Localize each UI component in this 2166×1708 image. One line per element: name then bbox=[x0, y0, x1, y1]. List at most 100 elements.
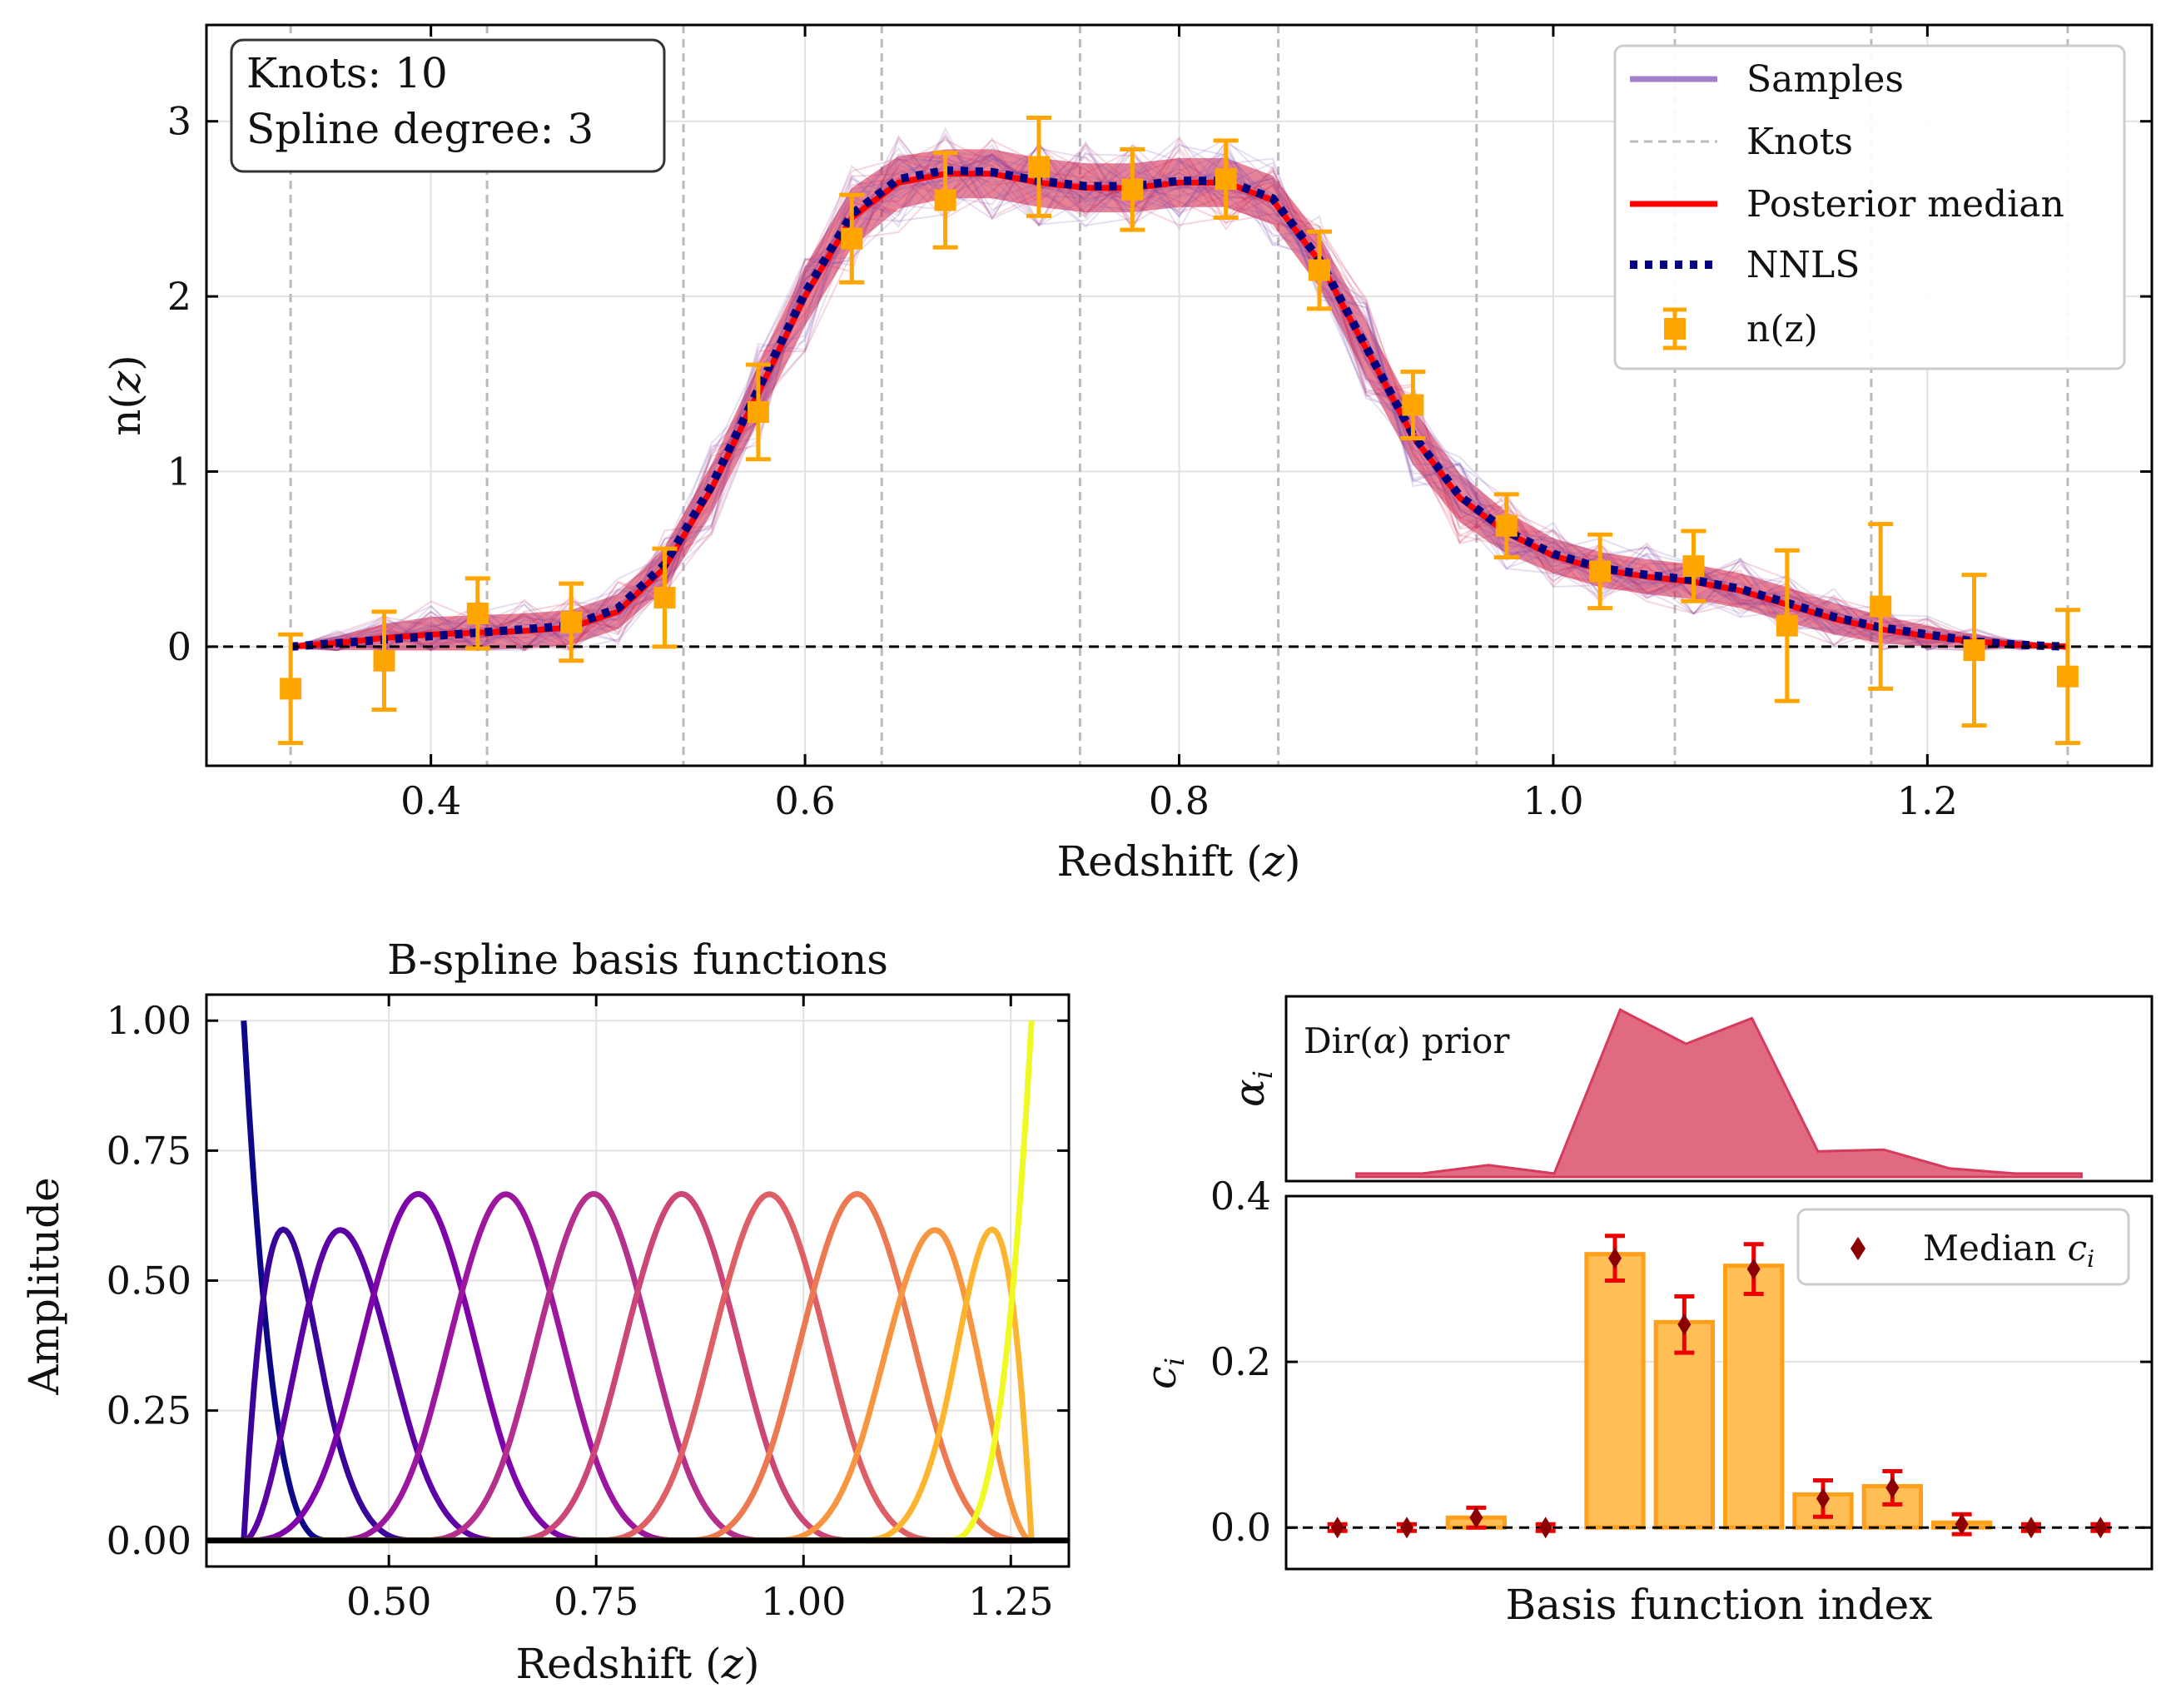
nz-data-marker bbox=[841, 227, 863, 250]
nz-sample-curve bbox=[290, 149, 2068, 652]
nz-sample-curve bbox=[290, 147, 2069, 652]
nz-sample-curve bbox=[290, 142, 2069, 651]
basis-curve bbox=[243, 1227, 1033, 1544]
coef-bar bbox=[1584, 1252, 1646, 1530]
basis-curve bbox=[243, 1226, 1035, 1544]
nz-xtick-label: 1.0 bbox=[1523, 778, 1583, 823]
coef-legend-marker bbox=[1851, 1237, 1865, 1260]
nz-ytick-label: 3 bbox=[167, 99, 191, 144]
basis-ytick-label: 0.00 bbox=[107, 1518, 191, 1563]
nz-data-marker bbox=[466, 602, 489, 624]
coef-median-marker bbox=[1469, 1507, 1483, 1529]
coef-median-marker bbox=[1400, 1517, 1413, 1539]
nz-sample-curve bbox=[290, 145, 2068, 652]
basis-xtick-label: 0.75 bbox=[554, 1579, 638, 1624]
nz-legend: Samples Knots Posterior median NNLS n(z) bbox=[1613, 44, 2126, 370]
nz-ytick-label: 0 bbox=[167, 624, 191, 669]
basis-curve bbox=[243, 1190, 1032, 1544]
coef-median bbox=[1951, 1512, 1972, 1537]
prior-annotation: Dir(α) prior bbox=[1304, 1020, 1510, 1061]
basis-curve bbox=[243, 1191, 1032, 1544]
nz-data-point bbox=[464, 576, 490, 651]
nz-data-point bbox=[1587, 532, 1613, 611]
coef-median bbox=[1743, 1242, 1764, 1296]
legend-samples-label: Samples bbox=[1746, 58, 1904, 101]
coef-median-markers bbox=[1327, 1234, 2111, 1539]
coef-bar bbox=[1653, 1319, 1715, 1530]
basis-title: B-spline basis functions bbox=[387, 936, 888, 984]
nz-data-point bbox=[1026, 116, 1051, 218]
coef-median-marker bbox=[1955, 1513, 1969, 1536]
coef-median bbox=[1327, 1517, 1348, 1539]
basis-curve bbox=[242, 1227, 1032, 1544]
coef-ytick-label: 0.4 bbox=[1210, 1174, 1271, 1219]
basis-curve bbox=[243, 1190, 1032, 1544]
coef-median bbox=[1882, 1469, 1903, 1507]
coef-median-marker bbox=[2024, 1517, 2038, 1539]
basis-ytick-label: 0.75 bbox=[107, 1128, 191, 1173]
coef-median bbox=[1674, 1293, 1695, 1355]
basis-curve bbox=[243, 1190, 1032, 1544]
nz-sample-curve bbox=[290, 151, 2069, 652]
nz-sample-curve bbox=[290, 142, 2068, 650]
coef-legend-label: Median ci bbox=[1923, 1228, 2094, 1273]
basis-panel: B-spline basis functions 0.50 0.75 1.00 1.2… bbox=[20, 936, 1071, 1688]
nz-sample-curve bbox=[290, 157, 2068, 648]
nz-data-point bbox=[559, 581, 584, 663]
nz-data-point bbox=[371, 609, 397, 712]
basis-curve bbox=[243, 1190, 1032, 1544]
prior-ylabel: αi bbox=[1225, 1070, 1279, 1107]
nz-data-marker bbox=[280, 678, 302, 700]
nz-xlabel: Redshift (z) bbox=[1057, 837, 1301, 886]
legend-knots-label: Knots bbox=[1746, 121, 1853, 163]
nz-data-point bbox=[1493, 492, 1519, 560]
coef-bar bbox=[1723, 1264, 1785, 1530]
nz-data-marker bbox=[1027, 156, 1050, 178]
coef-median-marker bbox=[2094, 1517, 2108, 1539]
prior-area bbox=[1355, 1008, 2083, 1179]
basis-curve bbox=[243, 1191, 1032, 1544]
coef-bar bbox=[1861, 1483, 1924, 1530]
nz-sample-curve bbox=[291, 145, 2069, 652]
nz-data-marker bbox=[1402, 394, 1424, 416]
nz-xtick-label: 0.6 bbox=[774, 778, 835, 823]
basis-ytick-label: 0.50 bbox=[107, 1259, 191, 1303]
nz-xtick-label: 0.4 bbox=[400, 778, 461, 823]
basis-curve bbox=[241, 1226, 1032, 1544]
nz-annotation-degree: Spline degree: 3 bbox=[246, 105, 594, 153]
coef-median-marker bbox=[1746, 1258, 1761, 1280]
nz-annotation-knots: Knots: 10 bbox=[246, 49, 448, 97]
coef-median bbox=[2090, 1517, 2111, 1539]
nz-data-point bbox=[839, 192, 865, 285]
nz-data-point bbox=[1961, 573, 1987, 728]
nz-data-point bbox=[652, 546, 678, 649]
prior-panel: Dir(α) prior αi bbox=[1225, 995, 2154, 1183]
nz-data-marker bbox=[1963, 639, 1985, 662]
nz-sample-curve bbox=[291, 144, 2068, 652]
nz-ytick-label: 2 bbox=[167, 274, 191, 319]
nz-sample-curve bbox=[291, 146, 2068, 652]
coef-median-marker bbox=[1608, 1247, 1622, 1269]
coef-median bbox=[1466, 1505, 1487, 1530]
coef-median-marker bbox=[1330, 1517, 1344, 1539]
nz-data-point bbox=[1400, 370, 1426, 441]
nz-data-marker bbox=[1215, 168, 1237, 191]
nz-sample-curve bbox=[290, 166, 2068, 652]
nz-data-marker bbox=[1776, 614, 1798, 637]
coef-median-marker bbox=[1816, 1487, 1830, 1510]
nz-data-marker bbox=[373, 649, 395, 672]
coef-axes-frame bbox=[1284, 1194, 2154, 1571]
nz-data-point bbox=[1774, 548, 1800, 703]
coef-median bbox=[1535, 1517, 1556, 1539]
nz-data-point bbox=[1307, 229, 1333, 311]
coef-median-marker bbox=[1677, 1313, 1692, 1336]
nz-annotation-box: Knots: 10 Spline degree: 3 bbox=[230, 38, 666, 173]
nz-data-point bbox=[1868, 522, 1894, 691]
nz-data-marker bbox=[1589, 560, 1612, 583]
nz-data-points bbox=[278, 116, 2080, 746]
nz-data-marker bbox=[1309, 259, 1331, 281]
nz-data-marker bbox=[653, 587, 676, 609]
nz-data-marker bbox=[2056, 665, 2079, 688]
nz-xtick-label: 1.2 bbox=[1897, 778, 1958, 823]
coef-median-marker bbox=[1538, 1517, 1552, 1539]
